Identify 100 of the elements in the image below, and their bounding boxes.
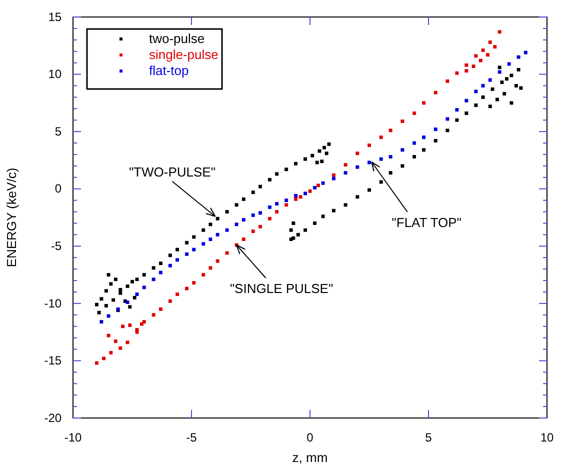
point: [152, 313, 156, 317]
point: [507, 62, 511, 66]
legend-label: two-pulse: [149, 31, 205, 46]
point: [202, 242, 206, 246]
point: [478, 58, 482, 62]
point: [356, 165, 360, 169]
point: [100, 320, 104, 324]
point: [446, 79, 450, 83]
point: [106, 314, 110, 318]
point: [275, 210, 279, 214]
y-tick-label: 10: [48, 67, 62, 82]
x-tick-label: -10: [64, 430, 82, 444]
legend-label: single-pulse: [149, 47, 218, 62]
point: [400, 148, 404, 152]
point: [208, 266, 212, 270]
point: [344, 163, 348, 167]
point: [493, 45, 497, 49]
point: [332, 176, 336, 180]
point: [102, 356, 106, 360]
point: [142, 320, 146, 324]
point: [258, 211, 262, 215]
point: [488, 40, 492, 44]
point: [304, 192, 307, 196]
point: [344, 171, 348, 175]
point: [313, 186, 316, 190]
point: [168, 264, 172, 268]
point: [118, 346, 122, 350]
point: [216, 232, 220, 236]
point: [321, 181, 325, 185]
annotation: "SINGLE PULSE": [230, 280, 334, 296]
point: [128, 323, 132, 327]
point: [234, 222, 238, 226]
point: [294, 197, 298, 201]
point: [114, 340, 118, 343]
point: [168, 299, 172, 303]
point: [388, 128, 392, 132]
point: [356, 152, 360, 156]
point: [412, 141, 416, 145]
point: [185, 252, 188, 256]
annotation: "FLAT TOP": [392, 214, 462, 230]
point: [268, 216, 272, 220]
point: [379, 136, 383, 140]
point: [208, 238, 212, 241]
point: [298, 195, 302, 199]
point: [242, 218, 246, 222]
point: [158, 307, 162, 311]
point: [140, 322, 144, 326]
point: [464, 69, 468, 73]
point: [516, 55, 520, 59]
y-tick-label: 5: [54, 124, 62, 138]
point: [368, 144, 371, 148]
point: [121, 324, 124, 328]
point: [316, 184, 320, 188]
point: [284, 203, 288, 207]
point: [142, 286, 146, 290]
point: [474, 90, 478, 94]
y-axis-title: ENERGY (keV/c): [4, 168, 19, 268]
y-tick-label: 15: [48, 10, 62, 24]
point: [434, 90, 438, 94]
point: [192, 281, 196, 285]
point: [464, 98, 468, 102]
y-tick-label: 0: [54, 182, 62, 196]
point: [176, 292, 180, 296]
point: [446, 117, 450, 121]
point: [202, 273, 206, 277]
point: [242, 238, 246, 241]
point: [294, 194, 298, 198]
y-tick-label: -15: [44, 354, 62, 368]
point: [422, 101, 426, 105]
point: [400, 120, 404, 123]
y-tick-label: -20: [44, 410, 62, 425]
point: [486, 53, 490, 57]
x-tick-label: 0: [306, 430, 314, 444]
x-tick-label: -5: [186, 430, 198, 444]
point: [379, 157, 383, 161]
point: [455, 108, 459, 112]
point: [284, 198, 288, 202]
point: [498, 30, 502, 34]
point: [176, 258, 180, 262]
x-tick-label: 5: [425, 430, 432, 444]
point: [109, 350, 113, 354]
point: [474, 54, 478, 58]
point: [412, 112, 416, 115]
point: [388, 155, 392, 159]
x-axis-title: z, mm: [292, 450, 328, 465]
point: [225, 228, 229, 232]
point: [472, 64, 476, 68]
legend-label: flat-top: [149, 63, 189, 78]
x-tick-label: 10: [540, 430, 554, 444]
point: [251, 230, 255, 233]
y-tick-label: -10: [44, 296, 62, 310]
point: [152, 278, 156, 282]
point: [332, 173, 336, 177]
point: [464, 63, 468, 67]
point: [275, 202, 279, 206]
point: [216, 259, 220, 263]
point: [251, 213, 255, 217]
point: [185, 286, 188, 290]
point: [434, 128, 438, 132]
annotation: "TWO-PULSE": [128, 164, 216, 180]
